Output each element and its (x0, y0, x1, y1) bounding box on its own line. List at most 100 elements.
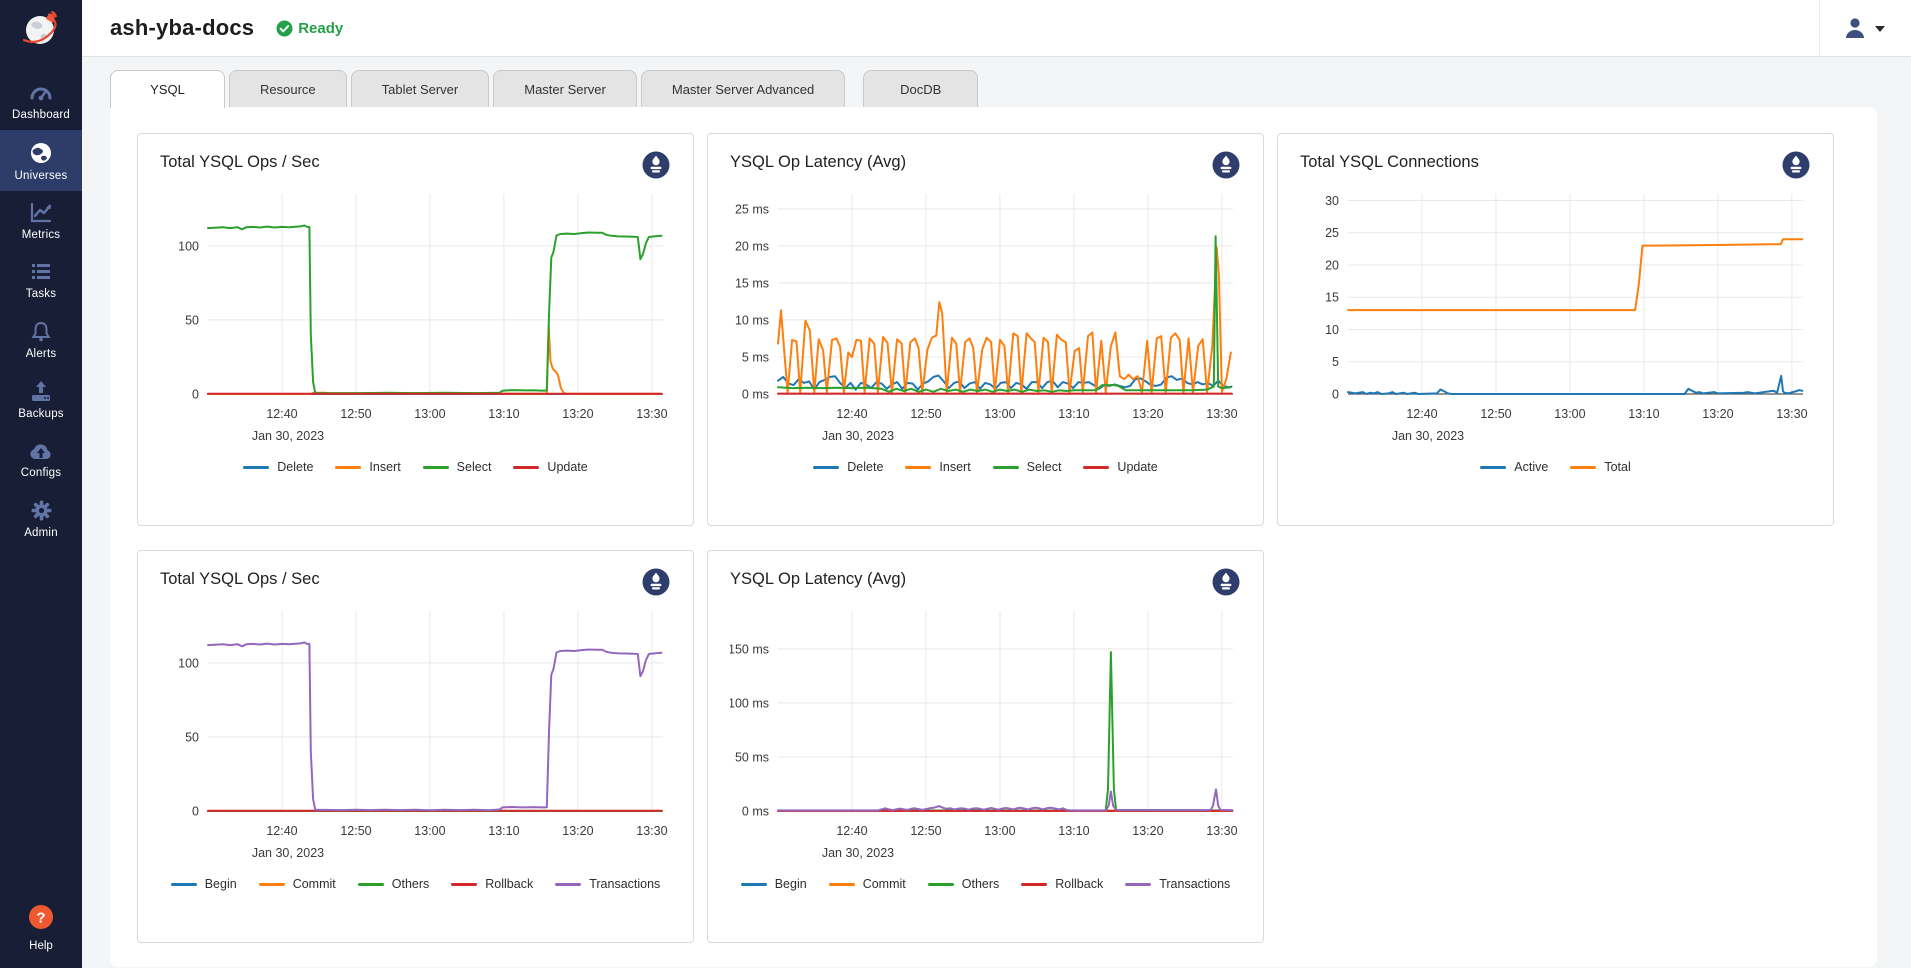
legend-swatch (357, 882, 384, 886)
chart-legend: Active Total (1300, 460, 1811, 474)
question-circle-icon: ? (29, 905, 53, 929)
cloud-upload-icon (30, 444, 51, 459)
svg-text:13:00: 13:00 (984, 824, 1015, 838)
legend-item-select[interactable]: Select (422, 460, 491, 474)
svg-text:13:10: 13:10 (1058, 824, 1089, 838)
legend-item-transactions[interactable]: Transactions (555, 877, 660, 891)
legend-swatch (513, 465, 540, 469)
app-logo[interactable] (0, 0, 82, 57)
tab-docdb[interactable]: DocDB (863, 70, 979, 108)
legend-item-delete[interactable]: Delete (243, 460, 313, 474)
legend-item-update[interactable]: Update (513, 460, 588, 474)
prometheus-icon[interactable] (641, 150, 671, 180)
legend-swatch (422, 465, 449, 469)
legend-item-rollback[interactable]: Rollback (451, 877, 533, 891)
legend-item-select[interactable]: Select (992, 460, 1061, 474)
legend-swatch (828, 882, 855, 886)
sidebar-item-metrics[interactable]: Metrics (0, 191, 82, 250)
sidebar-item-help[interactable]: ? Help (0, 894, 82, 968)
line-chart[interactable]: 0 50 100 12:40 12:50 13:00 13:10 13:20 13:30 Jan … (160, 603, 670, 875)
legend-label: Update (547, 460, 588, 474)
svg-text:13:20: 13:20 (1132, 407, 1163, 421)
legend-label: Rollback (1055, 877, 1104, 891)
tab-ysql[interactable]: YSQL (110, 70, 225, 108)
legend-item-begin[interactable]: Begin (170, 877, 237, 891)
legend-label: Others (391, 877, 430, 891)
sidebar-item-tasks[interactable]: Tasks (0, 250, 82, 309)
svg-text:5: 5 (1332, 355, 1339, 369)
legend-item-insert[interactable]: Insert (335, 460, 401, 474)
user-icon (1846, 18, 1864, 38)
legend-swatch (243, 465, 270, 469)
line-chart[interactable]: 0 ms 50 ms 100 ms 150 ms 12:40 12:50 13:00 13:1… (730, 603, 1240, 875)
sidebar-item-label: Tasks (25, 288, 57, 300)
legend-item-active[interactable]: Active (1480, 460, 1548, 474)
chart-panel-total-ysql-ops-2: Total YSQL Ops / Sec 0 50 100 12:40 12:50 13:… (137, 550, 694, 943)
line-chart-icon (30, 202, 52, 223)
bell-icon (31, 321, 51, 342)
legend-item-begin[interactable]: Begin (740, 877, 807, 891)
status-badge: Ready (276, 20, 343, 37)
svg-text:13:10: 13:10 (488, 407, 519, 421)
panel-title: Total YSQL Connections (1300, 153, 1479, 171)
svg-text:13:00: 13:00 (1554, 407, 1585, 421)
svg-text:50: 50 (185, 313, 199, 327)
sidebar-item-alerts[interactable]: Alerts (0, 309, 82, 369)
panel-title: Total YSQL Ops / Sec (160, 153, 320, 171)
svg-text:13:10: 13:10 (1058, 407, 1089, 421)
sidebar-item-admin[interactable]: Admin (0, 488, 82, 548)
svg-text:100 ms: 100 ms (730, 696, 769, 710)
svg-text:15: 15 (1325, 291, 1339, 305)
legend-item-others[interactable]: Others (357, 877, 430, 891)
legend-item-commit[interactable]: Commit (258, 877, 336, 891)
check-circle-icon (276, 20, 293, 36)
svg-text:13:20: 13:20 (1132, 824, 1163, 838)
legend-item-rollback[interactable]: Rollback (1021, 877, 1103, 891)
line-chart[interactable]: 0 ms 5 ms 10 ms 15 ms 20 ms 25 ms 12:40 12:50 13… (730, 186, 1240, 458)
sidebar-item-label: Alerts (25, 348, 57, 360)
svg-text:13:20: 13:20 (562, 407, 593, 421)
metrics-card: Total YSQL Ops / Sec 0 50 100 12:40 12:50 13:… (110, 107, 1877, 967)
line-chart[interactable]: 0 50 100 12:40 12:50 13:00 13:10 13:20 13:30 Jan … (160, 186, 670, 458)
sidebar-item-dashboard[interactable]: Dashboard (0, 71, 82, 130)
sidebar-item-backups[interactable]: Backups (0, 369, 82, 429)
legend-item-update[interactable]: Update (1083, 460, 1158, 474)
svg-text:12:50: 12:50 (1480, 407, 1511, 421)
legend-item-total[interactable]: Total (1570, 460, 1631, 474)
sidebar-item-configs[interactable]: Configs (0, 429, 82, 488)
line-chart[interactable]: 0 5 10 15 20 25 30 12:40 12:50 13:00 13:10 13:20 13:… (1300, 186, 1810, 458)
svg-text:12:50: 12:50 (910, 407, 941, 421)
sidebar-item-universes[interactable]: Universes (0, 130, 82, 191)
legend-item-others[interactable]: Others (927, 877, 999, 891)
svg-text:13:00: 13:00 (414, 407, 445, 421)
svg-text:Jan 30, 2023: Jan 30, 2023 (1392, 429, 1464, 443)
legend-item-commit[interactable]: Commit (828, 877, 906, 891)
legend-item-delete[interactable]: Delete (813, 460, 883, 474)
legend-item-transactions[interactable]: Transactions (1125, 877, 1230, 891)
legend-swatch (927, 882, 954, 886)
svg-text:12:40: 12:40 (1406, 407, 1437, 421)
svg-text:25: 25 (1325, 226, 1339, 240)
prometheus-icon[interactable] (1211, 567, 1241, 597)
svg-text:0: 0 (192, 805, 199, 819)
sidebar-item-label: Dashboard (11, 109, 71, 121)
tab-tablet-server[interactable]: Tablet Server (350, 70, 490, 108)
tab-resource[interactable]: Resource (229, 70, 347, 108)
user-menu[interactable] (1819, 0, 1911, 56)
main-column: ash-yba-docs Ready YSQL Resource (82, 0, 1911, 968)
tab-master-server[interactable]: Master Server (493, 70, 637, 108)
svg-text:0: 0 (192, 388, 199, 402)
prometheus-icon[interactable] (1211, 150, 1241, 180)
universe-title: ash-yba-docs (110, 15, 255, 40)
prometheus-icon[interactable] (641, 567, 671, 597)
svg-text:10 ms: 10 ms (735, 313, 769, 327)
legend-item-insert[interactable]: Insert (905, 460, 971, 474)
svg-text:13:30: 13:30 (1206, 824, 1237, 838)
tab-master-server-advanced[interactable]: Master Server Advanced (640, 70, 846, 108)
svg-text:?: ? (36, 910, 45, 927)
prometheus-icon[interactable] (1781, 150, 1811, 180)
svg-text:12:50: 12:50 (340, 824, 371, 838)
legend-swatch (905, 465, 932, 469)
legend-label: Insert (939, 460, 971, 474)
